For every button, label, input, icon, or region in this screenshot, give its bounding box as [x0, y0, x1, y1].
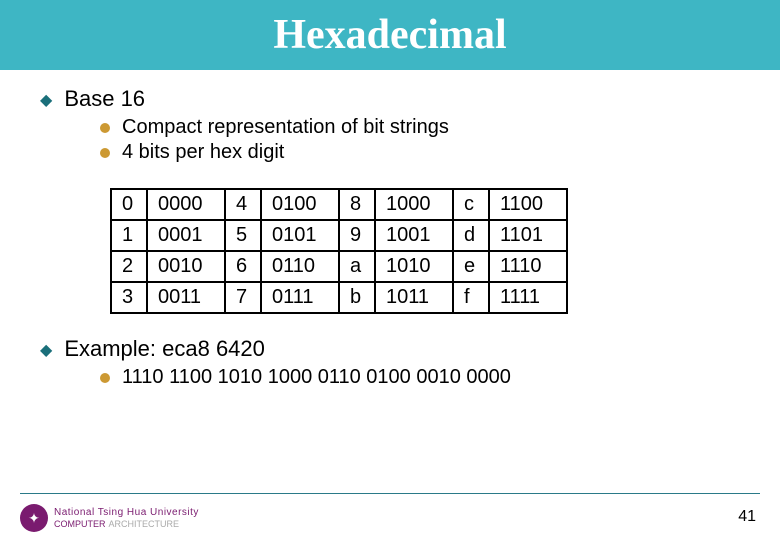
- cell: 9: [339, 220, 375, 251]
- table-row: 1 0001 5 0101 9 1001 d 1101: [111, 220, 567, 251]
- cell: 0001: [147, 220, 225, 251]
- department-name: COMPUTERARCHITECTURE: [54, 520, 199, 529]
- dot-icon: [100, 123, 110, 133]
- bullet-example: ◆ Example: eca8 6420: [40, 336, 740, 362]
- cell: 8: [339, 189, 375, 220]
- cell: 5: [225, 220, 261, 251]
- sub-text: 4 bits per hex digit: [122, 141, 284, 164]
- slide-header: Hexadecimal: [0, 0, 780, 70]
- sub-item: 4 bits per hex digit: [100, 141, 740, 164]
- cell: 0111: [261, 282, 339, 313]
- cell: 1000: [375, 189, 453, 220]
- dept-word: COMPUTER: [54, 519, 106, 529]
- table: 0 0000 4 0100 8 1000 c 1100 1 0001 5 010…: [110, 188, 568, 314]
- logo-badge-icon: ✦: [20, 504, 48, 532]
- dot-icon: [100, 373, 110, 383]
- sub-list-1: Compact representation of bit strings 4 …: [100, 116, 740, 164]
- bullet-text: Base 16: [64, 86, 145, 112]
- cell: 0: [111, 189, 147, 220]
- cell: 0010: [147, 251, 225, 282]
- cell: 6: [225, 251, 261, 282]
- cell: 1011: [375, 282, 453, 313]
- cell: 0011: [147, 282, 225, 313]
- arch-word: ARCHITECTURE: [109, 519, 180, 529]
- cell: 2: [111, 251, 147, 282]
- cell: 0000: [147, 189, 225, 220]
- cell: f: [453, 282, 489, 313]
- footer-divider: [20, 493, 760, 494]
- page-number: 41: [738, 508, 756, 526]
- sub-text: Compact representation of bit strings: [122, 116, 449, 139]
- cell: 1001: [375, 220, 453, 251]
- cell: 7: [225, 282, 261, 313]
- cell: 0100: [261, 189, 339, 220]
- sub-text: 1110 1100 1010 1000 0110 0100 0010 0000: [122, 366, 511, 389]
- table-row: 2 0010 6 0110 a 1010 e 1110: [111, 251, 567, 282]
- diamond-icon: ◆: [40, 90, 52, 110]
- cell: 0110: [261, 251, 339, 282]
- bullet-base16: ◆ Base 16: [40, 86, 740, 112]
- sub-list-2: 1110 1100 1010 1000 0110 0100 0010 0000: [100, 366, 740, 389]
- diamond-icon: ◆: [40, 340, 52, 360]
- hex-table: 0 0000 4 0100 8 1000 c 1100 1 0001 5 010…: [110, 188, 740, 314]
- slide-footer: ✦ National Tsing Hua University COMPUTER…: [0, 482, 780, 540]
- bullet-text: Example: eca8 6420: [64, 336, 265, 362]
- cell: 1010: [375, 251, 453, 282]
- dot-icon: [100, 148, 110, 158]
- cell: e: [453, 251, 489, 282]
- cell: c: [453, 189, 489, 220]
- cell: d: [453, 220, 489, 251]
- cell: 1: [111, 220, 147, 251]
- university-logo: ✦ National Tsing Hua University COMPUTER…: [20, 504, 199, 532]
- cell: 3: [111, 282, 147, 313]
- university-name: National Tsing Hua University: [54, 508, 199, 518]
- cell: a: [339, 251, 375, 282]
- logo-text: National Tsing Hua University COMPUTERAR…: [54, 508, 199, 529]
- cell: 1111: [489, 282, 567, 313]
- slide-title: Hexadecimal: [273, 11, 506, 59]
- table-row: 3 0011 7 0111 b 1011 f 1111: [111, 282, 567, 313]
- cell: 1110: [489, 251, 567, 282]
- cell: 1101: [489, 220, 567, 251]
- table-row: 0 0000 4 0100 8 1000 c 1100: [111, 189, 567, 220]
- sub-item: 1110 1100 1010 1000 0110 0100 0010 0000: [100, 366, 740, 389]
- cell: b: [339, 282, 375, 313]
- cell: 1100: [489, 189, 567, 220]
- sub-item: Compact representation of bit strings: [100, 116, 740, 139]
- slide-content: ◆ Base 16 Compact representation of bit …: [0, 70, 780, 389]
- cell: 4: [225, 189, 261, 220]
- cell: 0101: [261, 220, 339, 251]
